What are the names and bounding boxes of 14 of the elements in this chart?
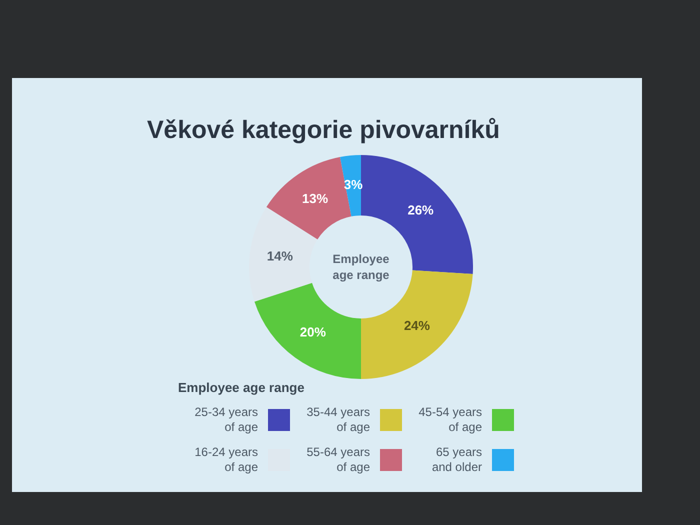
data-label: 14% bbox=[266, 248, 294, 264]
data-label: 20% bbox=[300, 324, 326, 340]
data-label: 13% bbox=[302, 190, 328, 206]
legend-label: 35-44 years of age bbox=[306, 405, 370, 435]
data-label: 26% bbox=[408, 202, 434, 218]
legend-label: 45-54 years of age bbox=[418, 405, 482, 435]
chart-title: Věkové kategorie pivovarníků bbox=[147, 116, 500, 145]
text: Employee age range bbox=[332, 251, 390, 283]
legend-title: Employee age range bbox=[178, 380, 306, 395]
legend-label: 16-24 years of age bbox=[194, 445, 258, 475]
legend-label: 65 years and older bbox=[430, 445, 482, 475]
legend-label: 25-34 years of age bbox=[194, 405, 258, 435]
data-label: 24% bbox=[404, 318, 430, 334]
legend-label: 55-64 years of age bbox=[306, 445, 370, 475]
